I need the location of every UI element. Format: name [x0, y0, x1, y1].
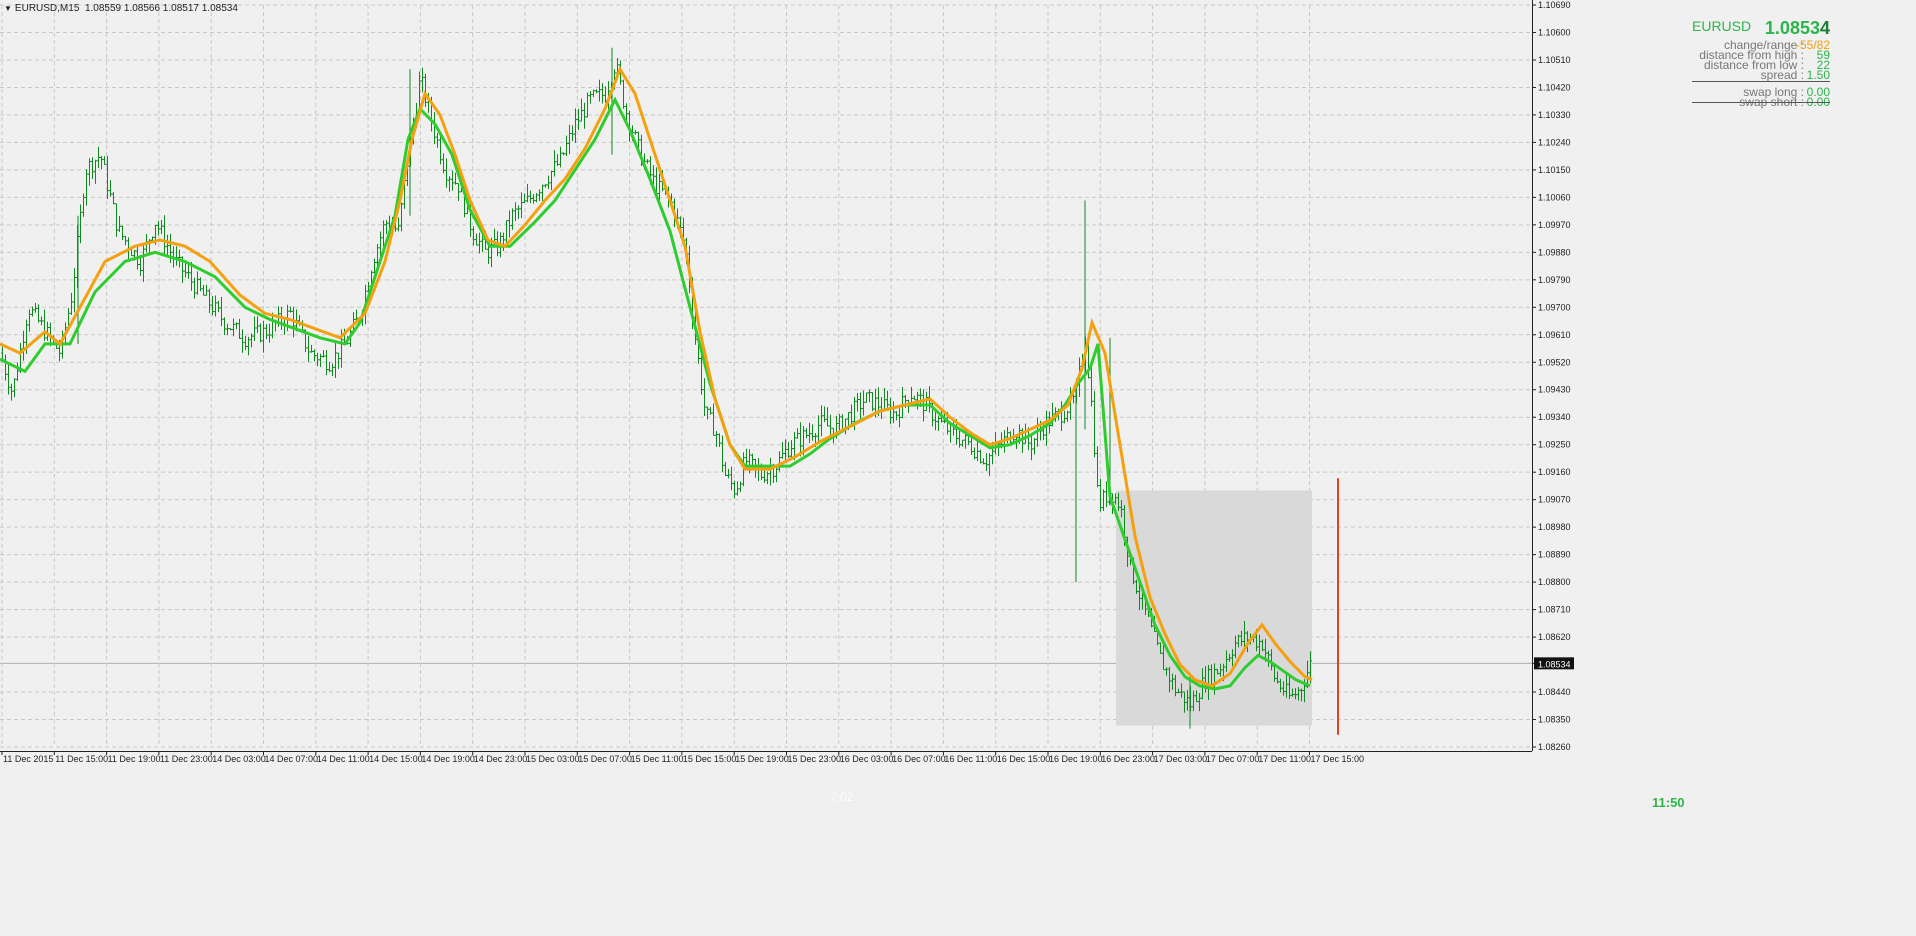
x-tick-label: 16 Dec 07:00 — [892, 754, 946, 764]
candles — [1, 47, 1312, 729]
y-tick-label: 1.08800 — [1538, 577, 1571, 587]
panel-row-label: spread : — [1760, 68, 1804, 82]
collapse-triangle-icon[interactable]: ▼ — [4, 4, 12, 13]
price-main: 1.0853 — [1764, 18, 1820, 38]
x-tick-label: 17 Dec 11:00 — [1258, 754, 1311, 764]
panel-separator — [1692, 81, 1830, 82]
y-tick-label: 1.08710 — [1538, 605, 1571, 615]
y-tick-label: 1.09250 — [1538, 440, 1571, 450]
y-tick-label: 1.09340 — [1538, 412, 1571, 422]
current-price-tag — [1534, 657, 1574, 670]
y-tick-label: 1.08440 — [1538, 687, 1571, 697]
panel-row-label: distance from high : — [1699, 48, 1804, 62]
x-tick-label: 16 Dec 03:00 — [840, 754, 894, 764]
price-axis: 1.10690 1.10600 1.10510 1.10420 1.10330 1.102… — [1532, 0, 1574, 752]
y-tick-label: 1.10510 — [1538, 55, 1571, 65]
panel-row-value: 0.00 — [1806, 85, 1830, 99]
y-tick-label: 1.08890 — [1538, 550, 1571, 560]
x-tick-label: 16 Dec 19:00 — [1049, 754, 1103, 764]
y-tick-label: 1.09970 — [1538, 220, 1571, 230]
watermark-text: 7:02 — [830, 790, 854, 804]
y-tick-label: 1.10690 — [1538, 0, 1571, 10]
x-tick-label: 15 Dec 03:00 — [526, 754, 580, 764]
y-tick-label: 1.08534 — [1538, 659, 1571, 669]
x-tick-label: 15 Dec 11:00 — [631, 754, 684, 764]
x-tick-label: 16 Dec 11:00 — [944, 754, 997, 764]
y-tick-label: 1.08620 — [1538, 632, 1571, 642]
panel-symbol: EURUSD — [1692, 18, 1752, 34]
x-tick-label: 15 Dec 23:00 — [788, 754, 842, 764]
x-tick-label: 15 Dec 15:00 — [683, 754, 737, 764]
x-tick-label: 16 Dec 23:00 — [1101, 754, 1155, 764]
x-tick-label: 17 Dec 15:00 — [1311, 754, 1365, 764]
y-tick-label: 1.10600 — [1538, 27, 1571, 37]
symbol-period: EURUSD,M15 — [14, 3, 80, 14]
x-tick-label: 14 Dec 03:00 — [212, 754, 266, 764]
panel-row-value: -55/82 — [1795, 38, 1830, 52]
ma-green-line — [0, 96, 1311, 691]
panel-row-swap-long: swap long :0.00 — [1692, 86, 1830, 98]
y-tick-label: 1.10060 — [1538, 192, 1571, 202]
panel-row-distance-from-high: distance from high : 59 — [1692, 49, 1830, 61]
y-tick-label: 1.09700 — [1538, 302, 1571, 312]
x-tick-label: 14 Dec 07:00 — [265, 754, 319, 764]
x-tick-label: 11 Dec 15:00 — [55, 754, 108, 764]
y-tick-label: 1.08260 — [1538, 742, 1571, 752]
x-tick-label: 14 Dec 15:00 — [369, 754, 423, 764]
panel-row-value: 1.50 — [1806, 68, 1830, 82]
y-tick-label: 1.09430 — [1538, 385, 1571, 395]
panel-row-label: swap long : — [1743, 85, 1804, 99]
y-tick-label: 1.09790 — [1538, 275, 1571, 285]
panel-row-distance-from-low: distance from low : 22 — [1692, 59, 1830, 71]
x-tick-label: 14 Dec 23:00 — [474, 754, 528, 764]
y-tick-label: 1.08350 — [1538, 715, 1571, 725]
panel-price: 1.08534 — [1765, 18, 1830, 39]
panel-row-value: 59 — [1816, 48, 1830, 62]
panel-separator — [1692, 102, 1830, 103]
panel-row-label: change/range : — [1723, 38, 1804, 52]
y-tick-label: 1.09070 — [1538, 495, 1571, 505]
x-tick-label: 11 Dec 19:00 — [108, 754, 161, 764]
x-tick-label: 15 Dec 07:00 — [578, 754, 632, 764]
ohlc-values: 1.08559 1.08566 1.08517 1.08534 — [84, 3, 238, 14]
x-tick-label: 14 Dec 11:00 — [317, 754, 370, 764]
y-tick-label: 1.10150 — [1538, 165, 1571, 175]
x-tick-label: 14 Dec 19:00 — [421, 754, 475, 764]
panel-row-spread: spread :1.50 — [1692, 69, 1830, 81]
y-tick-label: 1.10330 — [1538, 110, 1571, 120]
y-tick-label: 1.09160 — [1538, 467, 1571, 477]
time-axis: 11 Dec 2015 11 Dec 15:00 11 Dec 19:00 11 De… — [0, 751, 1532, 764]
panel-row-value: 22 — [1816, 58, 1830, 72]
x-tick-label: 17 Dec 03:00 — [1154, 754, 1208, 764]
y-tick-label: 1.08980 — [1538, 522, 1571, 532]
bar-timer: 11:50 — [1652, 795, 1685, 810]
y-tick-label: 1.10240 — [1538, 137, 1571, 147]
price-last-digit: 4 — [1819, 18, 1830, 38]
x-tick-label: 15 Dec 19:00 — [735, 754, 789, 764]
panel-row-label: distance from low : — [1703, 58, 1804, 72]
y-tick-label: 1.09880 — [1538, 247, 1571, 257]
y-tick-label: 1.10420 — [1538, 82, 1571, 92]
panel-row-change-range: change/range : -55/82 — [1692, 39, 1830, 51]
chart-header: ▼ EURUSD,M15 1.08559 1.08566 1.08517 1.08… — [4, 3, 238, 14]
x-tick-label: 16 Dec 15:00 — [997, 754, 1051, 764]
y-tick-label: 1.09610 — [1538, 330, 1571, 340]
x-tick-label: 17 Dec 07:00 — [1206, 754, 1260, 764]
x-tick-label: 11 Dec 23:00 — [160, 754, 213, 764]
ma-orange-line — [0, 65, 1313, 688]
x-tick-label: 11 Dec 2015 — [3, 754, 53, 764]
y-tick-label: 1.09520 — [1538, 357, 1571, 367]
